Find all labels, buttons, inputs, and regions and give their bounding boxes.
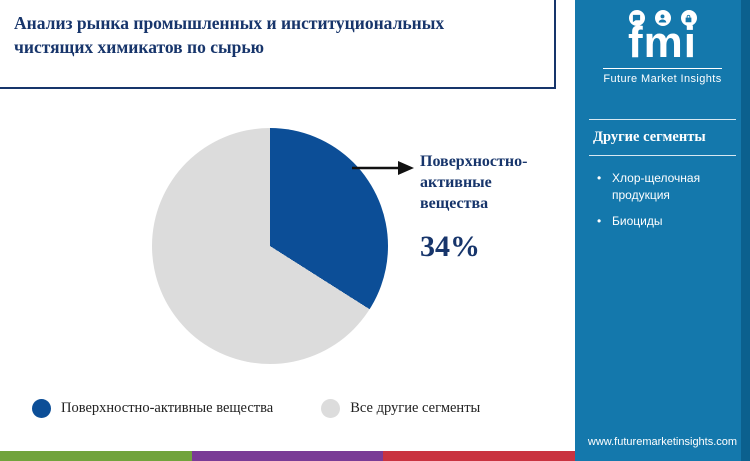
callout-arrow-icon <box>352 161 414 175</box>
page-title: Анализ рынка промышленных и институциона… <box>14 13 445 57</box>
list-item: Биоциды <box>597 213 736 230</box>
legend-label-other: Все другие сегменты <box>350 400 481 416</box>
fmi-logo: fmi Future Market Insights <box>575 10 750 87</box>
list-item: Хлор‑щелочная продукция <box>597 170 736 204</box>
chart-legend: Поверхностно-активные вещества Все други… <box>32 399 480 418</box>
legend-swatch-other <box>321 399 341 418</box>
other-segments-list: Хлор‑щелочная продукция Биоциды <box>597 170 736 229</box>
callout-label: Поверхностно-активные вещества <box>420 153 528 212</box>
legend-label-surfactants: Поверхностно-активные вещества <box>61 400 274 416</box>
legend-swatch-surfactants <box>32 399 51 418</box>
pie-callout: Поверхностно-активные вещества 34% <box>420 152 554 264</box>
sidebar-accent-bar <box>741 0 750 461</box>
sidebar: fmi Future Market Insights Другие сегмен… <box>575 0 750 461</box>
other-segments-section: Другие сегменты Хлор‑щелочная продукция … <box>589 119 736 229</box>
footer-strip-purple <box>191 451 384 461</box>
footer-color-strip <box>0 451 576 461</box>
divider <box>589 119 736 120</box>
chat-icon <box>628 10 645 26</box>
lock-icon <box>680 10 697 26</box>
divider <box>589 155 736 156</box>
person-icon <box>654 10 671 26</box>
website-link[interactable]: www.futuremarketinsights.com <box>587 436 738 448</box>
legend-item-other: Все другие сегменты <box>321 399 480 418</box>
footer-strip-red <box>383 451 576 461</box>
callout-value: 34% <box>420 230 480 264</box>
section-title: Другие сегменты <box>593 129 706 145</box>
logo-icons <box>575 10 750 26</box>
brand-name: Future Market Insights <box>603 68 722 85</box>
footer-strip-green <box>0 451 192 461</box>
pie-chart <box>152 128 388 364</box>
logo-text: fmi <box>628 18 697 67</box>
legend-item-surfactants: Поверхностно-активные вещества <box>32 399 273 418</box>
header: Анализ рынка промышленных и институциона… <box>0 0 556 89</box>
